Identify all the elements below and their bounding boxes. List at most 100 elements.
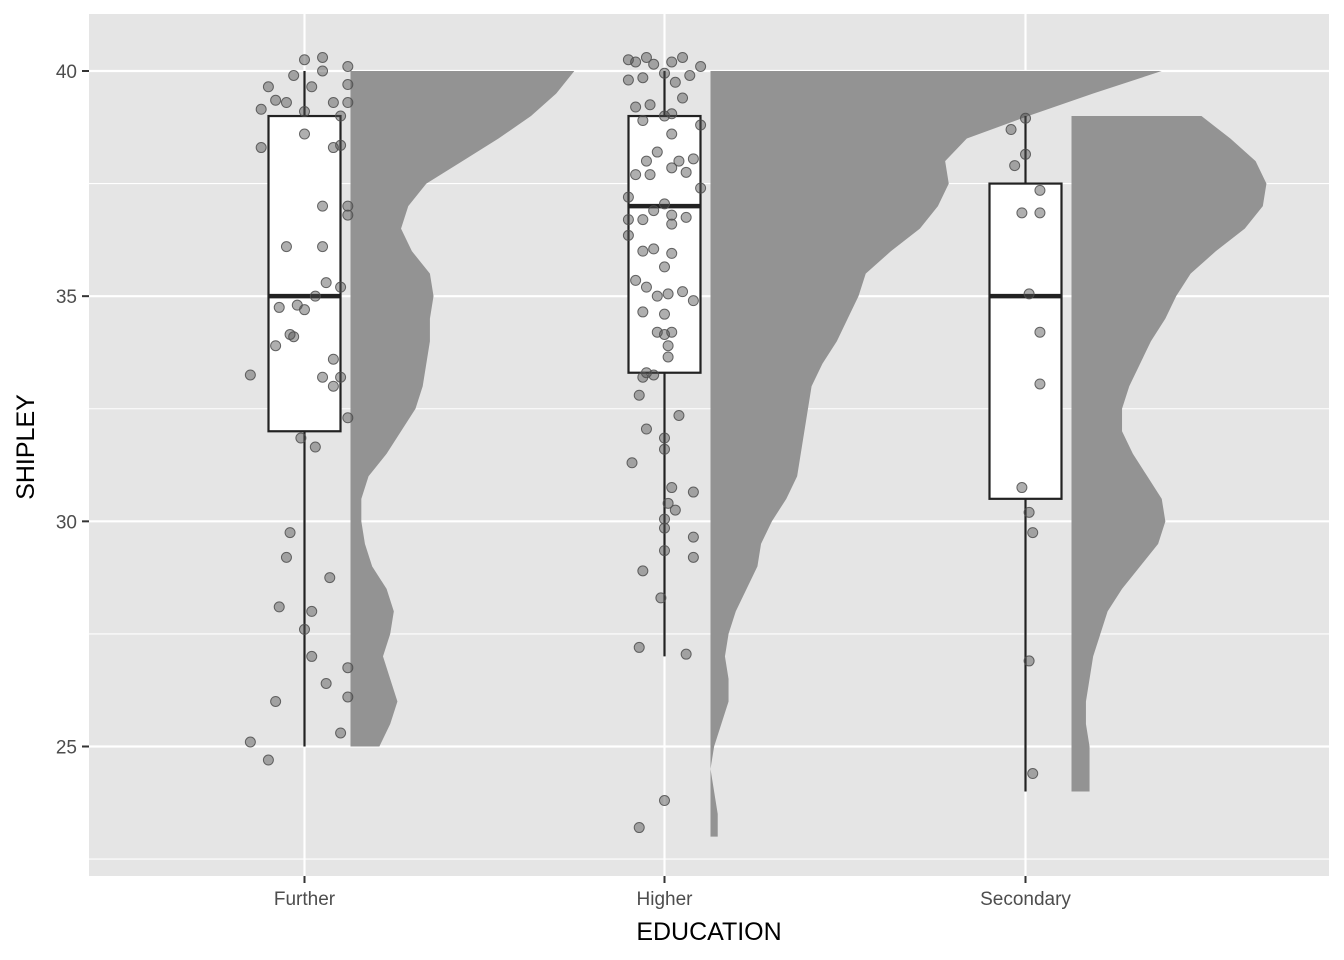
data-point-further [317, 51, 329, 63]
data-point-secondary [1034, 326, 1046, 338]
data-point-further [299, 106, 310, 118]
data-point-further [317, 200, 329, 212]
data-point-higher [659, 432, 670, 444]
data-point-further [342, 691, 354, 703]
data-point-higher [651, 290, 663, 302]
data-point-higher [666, 209, 678, 221]
data-point-further [317, 241, 329, 253]
data-point-higher [659, 328, 670, 340]
data-point-secondary [1034, 207, 1046, 219]
data-point-further [342, 97, 354, 109]
data-point-higher [630, 56, 642, 68]
data-point-further [273, 301, 285, 313]
data-point-secondary [1023, 655, 1035, 667]
data-point-higher [648, 243, 660, 255]
data-point-higher [633, 389, 645, 401]
data-point-further [324, 572, 336, 584]
data-point-higher [637, 214, 649, 226]
data-point-higher [659, 308, 670, 320]
density-clouds [350, 71, 1267, 837]
data-point-further [299, 304, 310, 316]
data-point-further [327, 353, 339, 365]
data-point-higher [630, 101, 642, 113]
data-point-higher [633, 822, 645, 834]
data-point-higher [659, 795, 670, 807]
data-point-higher [666, 482, 678, 494]
data-point-further [342, 209, 354, 221]
data-point-secondary [1023, 506, 1035, 518]
data-point-further [299, 128, 310, 140]
y-tick-label: 40 [56, 62, 77, 83]
x-tick-label: Secondary [980, 889, 1071, 910]
data-point-higher [684, 70, 696, 82]
data-point-further [342, 79, 354, 91]
data-point-higher [655, 592, 667, 604]
data-point-further [335, 281, 347, 293]
data-point-further [327, 380, 339, 392]
data-point-further [288, 70, 300, 82]
data-point-further [335, 727, 347, 739]
data-point-further [255, 103, 267, 115]
jitter-points [244, 51, 1046, 834]
data-point-higher [659, 110, 670, 122]
data-point-higher [640, 423, 652, 435]
density-cloud-further [350, 71, 575, 747]
data-point-higher [695, 182, 707, 194]
data-point-further [335, 139, 347, 151]
data-point-higher [677, 286, 689, 298]
data-point-secondary [1034, 184, 1046, 196]
data-point-higher [622, 191, 634, 203]
data-point-further [306, 605, 318, 617]
data-point-higher [662, 351, 674, 363]
data-point-higher [637, 72, 649, 84]
data-point-secondary [1020, 112, 1031, 124]
data-point-further [295, 432, 307, 444]
data-point-further [342, 200, 354, 212]
data-point-secondary [1027, 768, 1039, 780]
data-point-higher [626, 457, 638, 469]
data-point-higher [622, 229, 634, 241]
data-point-further [342, 60, 354, 72]
data-point-higher [637, 115, 649, 127]
data-point-further [280, 97, 292, 109]
data-point-higher [648, 369, 660, 381]
data-point-further [244, 736, 256, 748]
data-point-further [309, 290, 321, 302]
data-point-higher [637, 306, 649, 318]
data-point-higher [666, 128, 678, 140]
data-point-higher [687, 486, 699, 498]
data-point-higher [640, 281, 652, 293]
data-point-higher [640, 51, 652, 63]
data-point-higher [687, 551, 699, 563]
data-point-higher [622, 74, 634, 86]
data-point-further [280, 551, 292, 563]
data-point-further [306, 81, 318, 93]
data-point-higher [633, 641, 645, 653]
density-cloud-secondary [1071, 116, 1267, 792]
data-point-further [255, 142, 267, 154]
data-point-secondary [1009, 160, 1021, 172]
data-point-higher [662, 340, 674, 352]
data-point-higher [695, 60, 707, 72]
data-point-higher [673, 410, 685, 422]
data-point-higher [687, 531, 699, 543]
data-point-higher [637, 245, 649, 257]
box-iqr-secondary [988, 182, 1063, 500]
data-point-further [342, 412, 354, 424]
data-point-further [244, 369, 256, 381]
data-point-higher [648, 58, 660, 70]
data-point-higher [680, 211, 692, 223]
data-point-higher [666, 162, 678, 174]
data-point-higher [669, 504, 681, 516]
data-point-higher [659, 545, 670, 557]
data-point-higher [680, 166, 692, 178]
y-tick-label: 35 [56, 287, 77, 308]
data-point-further [317, 371, 329, 383]
data-point-higher [677, 51, 689, 63]
y-axis: 25 30 35 40 [56, 62, 89, 759]
data-point-higher [637, 565, 649, 577]
data-point-secondary [1020, 148, 1031, 160]
data-point-secondary [1034, 378, 1046, 390]
data-point-further [262, 81, 274, 93]
